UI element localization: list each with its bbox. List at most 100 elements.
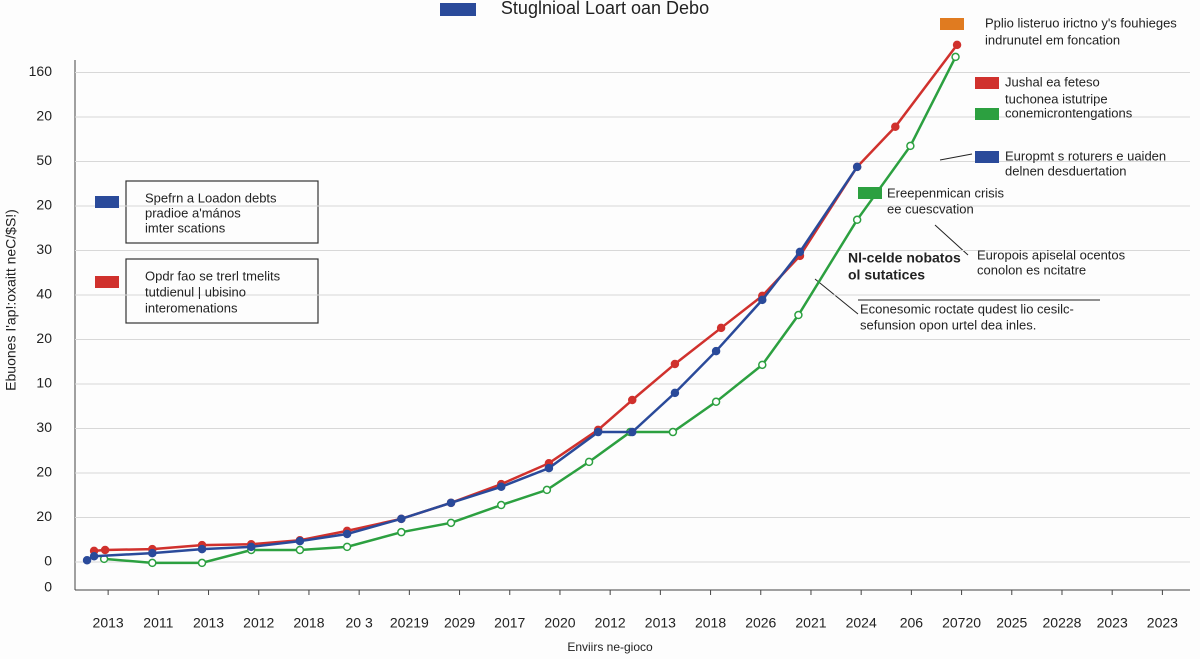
annotation-patch	[95, 196, 119, 208]
data-point	[584, 457, 594, 467]
data-point	[342, 542, 352, 552]
annotation-text: interomenations	[145, 300, 238, 315]
x-tick-label: 2025	[996, 615, 1027, 631]
data-point	[100, 545, 110, 555]
y-tick-label: 10	[36, 375, 52, 391]
annotation-text: Europois apiselal ocentos	[977, 247, 1126, 262]
data-point	[246, 542, 256, 552]
data-point	[852, 215, 862, 225]
data-point	[906, 141, 915, 151]
y-tick-label: 0	[44, 553, 52, 569]
pointer	[814, 278, 859, 315]
x-tick-label: 2013	[645, 615, 676, 631]
legend-label: Europmt s roturers e uaiden	[1005, 148, 1166, 163]
data-point	[446, 498, 456, 508]
legend-label: conemicrontengations	[1005, 105, 1133, 120]
data-point	[542, 485, 552, 495]
y-tick-label: 20	[36, 197, 52, 213]
y-tick-label: 50	[36, 152, 52, 168]
data-point	[397, 514, 406, 524]
x-tick-label: 2013	[193, 615, 224, 631]
x-tick-label: 206	[900, 615, 924, 631]
series-line	[93, 44, 959, 553]
y-tick-label: 20	[36, 464, 52, 480]
x-tick-label: 2018	[293, 615, 324, 631]
x-tick-label: 2011	[143, 615, 173, 631]
data-point	[82, 555, 92, 565]
y-tick-label: 40	[36, 286, 52, 302]
y-tick-label: 30	[36, 241, 52, 257]
x-tick-label: 2020	[544, 615, 575, 631]
series-line	[86, 166, 859, 562]
data-point	[197, 544, 207, 554]
data-point	[952, 40, 962, 50]
data-point	[627, 427, 637, 437]
x-tick-label: 2026	[745, 615, 776, 631]
data-point	[794, 310, 803, 320]
data-point	[342, 529, 352, 539]
data-point	[891, 122, 900, 132]
legend-swatch	[975, 108, 999, 120]
data-point	[295, 545, 305, 555]
x-tick-label: 2013	[93, 615, 124, 631]
annotation-text: pradioe a'mános	[145, 205, 241, 220]
data-point	[397, 527, 406, 537]
annotation-box	[125, 258, 319, 324]
x-tick-label: 2012	[243, 615, 274, 631]
data-point	[148, 548, 157, 558]
data-point	[711, 397, 721, 407]
x-tick-label: 2024	[846, 615, 877, 631]
chart-title: Stuglnioal Loart oan Debo	[501, 0, 709, 18]
legend-label: Jushal ea feteso	[1005, 74, 1100, 89]
data-point	[852, 162, 862, 172]
annotation-text: delnen desduertation	[1005, 163, 1126, 178]
x-tick-label: 2012	[595, 615, 626, 631]
data-point	[197, 558, 207, 568]
annotation-text: sefunsion opon urtel dea inles.	[860, 317, 1036, 332]
annotation-patch	[95, 276, 119, 288]
y-tick-label: 160	[29, 63, 53, 79]
x-tick-label: 2017	[494, 615, 525, 631]
x-tick-label: 2023	[1097, 615, 1128, 631]
x-tick-label: 20720	[942, 615, 981, 631]
annotation-patch	[940, 18, 964, 30]
annotation-text: Pplio listeruo irictno y's fouhieges	[985, 15, 1177, 30]
title-patch	[440, 3, 476, 16]
y-tick-label: 30	[36, 419, 52, 435]
legend-swatch	[975, 151, 999, 163]
data-point	[627, 395, 637, 405]
data-point	[89, 551, 99, 561]
y-tick-label: 20	[36, 108, 52, 124]
x-tick-label: 2023	[1147, 615, 1178, 631]
x-tick-label: 2018	[695, 615, 726, 631]
data-point	[544, 463, 554, 473]
y-tick-label: 20	[36, 508, 52, 524]
data-point	[716, 323, 726, 333]
annotation-text: Econesomic roctate qudest lio cesilc-	[860, 301, 1074, 316]
annotation-box	[125, 180, 319, 244]
annotation-text: conolon es ncitatre	[977, 262, 1086, 277]
annotation-text: tuchonea istutripe	[1005, 91, 1108, 106]
data-point	[496, 482, 506, 492]
data-point	[668, 427, 678, 437]
data-point	[593, 427, 603, 437]
annotation-text: Opdr fao se trerl tmelits	[145, 268, 281, 283]
annotation-text: Nl-celde nobatos	[848, 250, 961, 266]
annotation-text: imter scations	[145, 220, 226, 235]
x-axis-label: Enviirs ne-gioco	[567, 640, 653, 654]
annotation-text: ol sutatices	[848, 267, 925, 283]
pointer	[939, 153, 973, 161]
data-point	[446, 518, 456, 528]
annotation-text: Ereepenmican crisis	[887, 185, 1005, 200]
annotation-patch	[858, 187, 882, 199]
y-axis-label: Ebuones I'ap!:oxaitt neC/$S!)	[3, 209, 19, 391]
data-point	[295, 536, 305, 546]
data-point	[951, 52, 960, 62]
annotation-text: ee cuescvation	[887, 201, 974, 216]
legend-swatch	[975, 77, 999, 89]
x-tick-label: 20219	[390, 615, 429, 631]
data-point	[795, 247, 805, 257]
data-point	[711, 346, 721, 356]
y-tick-label: 0	[44, 579, 52, 595]
annotation-text: tutdienul | ubisino	[145, 284, 246, 299]
